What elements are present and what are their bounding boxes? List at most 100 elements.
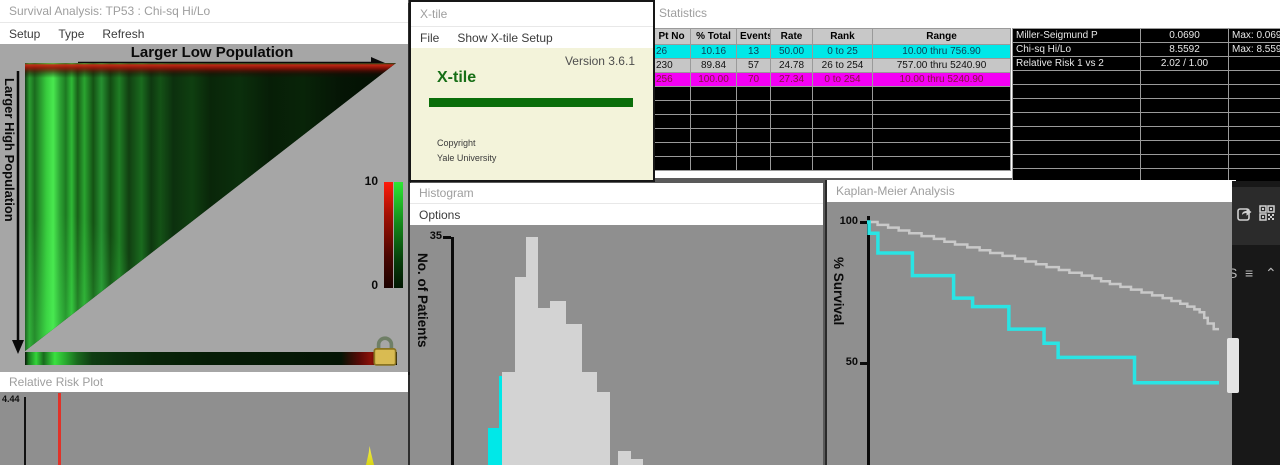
empty-row <box>1012 126 1280 141</box>
xtile-titlebar[interactable]: X-tile <box>411 2 653 27</box>
padlock-icon[interactable] <box>371 335 399 367</box>
km-curves <box>867 220 1219 385</box>
xtile-logo: X-tile <box>437 69 477 86</box>
population-table: Pt No% Total Events Rate Rank Range 26 10.16 1… <box>652 28 1011 171</box>
relative-risk-plot-area[interactable]: 4.44 <box>0 392 408 465</box>
empty-cell <box>872 114 1011 129</box>
share-icon[interactable] <box>1237 205 1253 221</box>
empty-row <box>1012 154 1280 169</box>
empty-cell <box>1228 126 1280 141</box>
empty-cell <box>652 114 691 129</box>
survival-window-titlebar[interactable]: Survival Analysis: TP53 : Chi-sq Hi/Lo <box>0 0 408 23</box>
empty-cell <box>1140 98 1229 113</box>
survival-window-title: Survival Analysis: TP53 : Chi-sq Hi/Lo <box>9 4 211 18</box>
km-y-axis-label: % Survival <box>831 257 846 326</box>
empty-cell <box>812 156 873 171</box>
summary-cell <box>1228 56 1280 71</box>
empty-cell <box>690 156 737 171</box>
xtile-copyright-line2: Yale University <box>437 153 497 163</box>
chevron-up-icon[interactable]: ⌃ <box>1265 265 1277 281</box>
empty-cell <box>1228 112 1280 127</box>
empty-cell <box>770 100 813 115</box>
empty-cell <box>1012 84 1141 99</box>
histogram-bar <box>597 391 610 465</box>
menu-setup[interactable]: Setup <box>9 26 41 41</box>
menu-options[interactable]: Options <box>419 208 461 222</box>
stats-row[interactable]: 256 100.00 70 27.34 0 to 254 10.00 thru 5240.… <box>652 72 1011 87</box>
stats-cell: 89.84 <box>690 58 737 73</box>
km-tick-100: 100 <box>839 215 858 227</box>
empty-row <box>652 100 1011 115</box>
scrollbar-thumb[interactable] <box>1227 338 1239 393</box>
rr-risk-curve <box>366 446 374 465</box>
empty-cell <box>1012 70 1141 85</box>
xtile-menubar: File Show X-tile Setup <box>411 27 653 48</box>
histogram-window: Histogram Options No. of Patients 35 <box>410 183 823 465</box>
stats-row[interactable]: 230 89.84 57 24.78 26 to 254 757.00 thru 5240… <box>652 58 1011 73</box>
empty-row <box>652 128 1011 143</box>
histogram-plot-area[interactable]: No. of Patients 35 <box>410 225 823 465</box>
empty-cell <box>872 86 1011 101</box>
kaplan-meier-plot-area[interactable]: % Survival 100 50 <box>827 202 1236 465</box>
empty-cell <box>1140 84 1229 99</box>
empty-cell <box>736 142 771 157</box>
empty-cell <box>872 100 1011 115</box>
empty-cell <box>1140 126 1229 141</box>
xtile-green-bar <box>429 98 633 107</box>
statistics-titlebar[interactable]: Statistics <box>650 0 1280 26</box>
column-header: Rate <box>770 28 813 45</box>
stats-row[interactable]: 26 10.16 13 50.00 0 to 25 10.00 thru 756.90 <box>652 44 1011 59</box>
empty-cell <box>690 142 737 157</box>
empty-cell <box>736 86 771 101</box>
histogram-bar-highlight <box>499 375 503 465</box>
summary-cell: Max: 8.5592 <box>1228 42 1280 57</box>
stats-cell: 26 <box>652 44 691 59</box>
histogram-y-axis-label: No. of Patients <box>415 253 430 348</box>
column-header: % Total <box>690 28 737 45</box>
empty-row <box>1012 98 1280 113</box>
relative-risk-titlebar[interactable]: Relative Risk Plot <box>0 372 408 393</box>
population-table-body: 26 10.16 13 50.00 0 to 25 10.00 thru 756.90 23… <box>652 44 1011 171</box>
stats-cell: 10.00 thru 756.90 <box>872 44 1011 59</box>
kaplan-meier-titlebar[interactable]: Kaplan-Meier Analysis <box>827 180 1236 203</box>
xtile-title: X-tile <box>420 7 448 21</box>
stats-cell: 13 <box>736 44 771 59</box>
km-y-axis <box>867 216 870 465</box>
empty-cell <box>872 128 1011 143</box>
xtile-about-panel: Version 3.6.1 X-tile Copyright Yale Univ… <box>411 48 653 180</box>
empty-cell <box>1228 84 1280 99</box>
browser-edge-panel: S ≡ ⌃ <box>1232 181 1280 465</box>
km-tick-mark-100 <box>860 221 868 224</box>
menu-refresh[interactable]: Refresh <box>102 26 145 41</box>
menu-type[interactable]: Type <box>58 26 85 41</box>
statistics-window: Statistics Pt No% Total Events Rate Rank Ran… <box>650 0 1280 183</box>
histogram-tick-mark <box>443 236 451 239</box>
empty-cell <box>1140 140 1229 155</box>
km-curve-group-high-gray <box>867 220 1219 331</box>
empty-cell <box>770 114 813 129</box>
empty-row <box>652 86 1011 101</box>
colorbar-red-gradient <box>384 182 393 288</box>
heatmap-canvas[interactable]: Larger Low Population Larger High Popula… <box>0 44 408 372</box>
empty-cell <box>1012 98 1141 113</box>
empty-cell <box>812 114 873 129</box>
qr-code-icon[interactable] <box>1259 205 1275 221</box>
histogram-bar <box>631 459 643 465</box>
stats-cell: 10.00 thru 5240.90 <box>872 72 1011 87</box>
menu-file[interactable]: File <box>420 30 440 45</box>
hamburger-menu-icon[interactable]: ≡ <box>1245 265 1254 281</box>
empty-cell <box>652 156 691 171</box>
heatmap-triangle[interactable] <box>25 63 396 351</box>
rr-y-axis <box>24 397 26 465</box>
partial-icon[interactable]: S <box>1232 265 1238 281</box>
empty-cell <box>1012 126 1141 141</box>
empty-row <box>1012 168 1280 183</box>
empty-row <box>1012 112 1280 127</box>
summary-cell: 2.02 / 1.00 <box>1140 56 1229 71</box>
empty-cell <box>736 156 771 171</box>
histogram-titlebar[interactable]: Histogram <box>410 183 823 204</box>
menu-show-xtile-setup[interactable]: Show X-tile Setup <box>457 30 553 45</box>
empty-cell <box>1228 98 1280 113</box>
